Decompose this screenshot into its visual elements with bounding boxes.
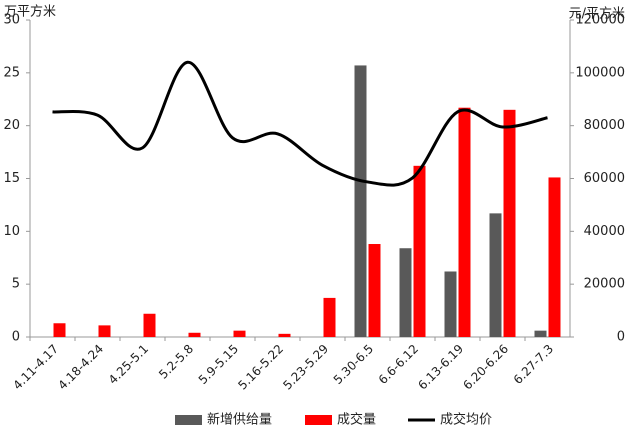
- y-tick-label: 20: [3, 118, 20, 133]
- y-tick-label: 30: [3, 13, 20, 28]
- bar: [534, 330, 547, 337]
- x-tick-label: 6.6-6.12: [376, 342, 421, 387]
- y2-tick-label: 60000: [584, 171, 625, 186]
- x-tick-label: 6.13-6.19: [415, 342, 466, 393]
- bar: [503, 109, 516, 337]
- bar: [278, 333, 291, 337]
- bar: [354, 65, 367, 337]
- y2-unit: 元/平方米: [569, 6, 625, 22]
- bar: [444, 271, 457, 337]
- legend-swatch: [305, 415, 332, 425]
- x-tick-label: 5.23-5.29: [280, 342, 331, 393]
- bar: [399, 248, 412, 337]
- y-unit: 万平方米: [4, 4, 56, 20]
- legend-swatch: [175, 415, 202, 425]
- y2-tick-label: 80000: [584, 118, 625, 133]
- bar: [188, 332, 201, 337]
- y-tick-label: 0: [12, 330, 20, 345]
- x-tick-label: 4.11-4.17: [10, 342, 61, 393]
- x-tick-label: 5.2-5.8: [156, 342, 196, 382]
- legend-label: 成交量: [337, 412, 376, 428]
- legend-label: 成交均价: [440, 412, 492, 428]
- y-tick-label: 25: [3, 65, 20, 80]
- bar: [489, 213, 502, 337]
- y-tick-label: 5: [12, 277, 20, 292]
- bar: [233, 330, 246, 337]
- bar: [413, 165, 426, 337]
- y-tick-label: 10: [3, 224, 20, 239]
- y2-tick-label: 100000: [575, 65, 625, 80]
- x-tick-label: 6.27-7.3: [511, 342, 556, 387]
- bar: [368, 244, 381, 337]
- y-tick-label: 15: [3, 171, 20, 186]
- bar: [143, 313, 156, 337]
- y2-tick-label: 20000: [584, 277, 625, 292]
- x-tick-label: 5.9-5.15: [196, 342, 241, 387]
- line: [52, 60, 548, 187]
- x-tick-label: 4.25-5.1: [106, 342, 151, 387]
- y2-tick-label: 120000: [575, 13, 625, 28]
- bar: [53, 323, 66, 337]
- bar: [548, 177, 561, 337]
- bar: [323, 297, 336, 337]
- legend-label: 新增供给量: [207, 412, 272, 428]
- y2-tick-label: 0: [617, 330, 625, 345]
- x-tick-label: 4.18-4.24: [55, 342, 106, 393]
- bar: [98, 325, 111, 337]
- y2-tick-label: 40000: [584, 224, 625, 239]
- x-tick-label: 6.20-6.26: [460, 342, 511, 393]
- bar: [458, 107, 471, 337]
- x-tick-label: 5.16-5.22: [235, 342, 286, 393]
- x-tick-label: 5.30-6.5: [331, 342, 376, 387]
